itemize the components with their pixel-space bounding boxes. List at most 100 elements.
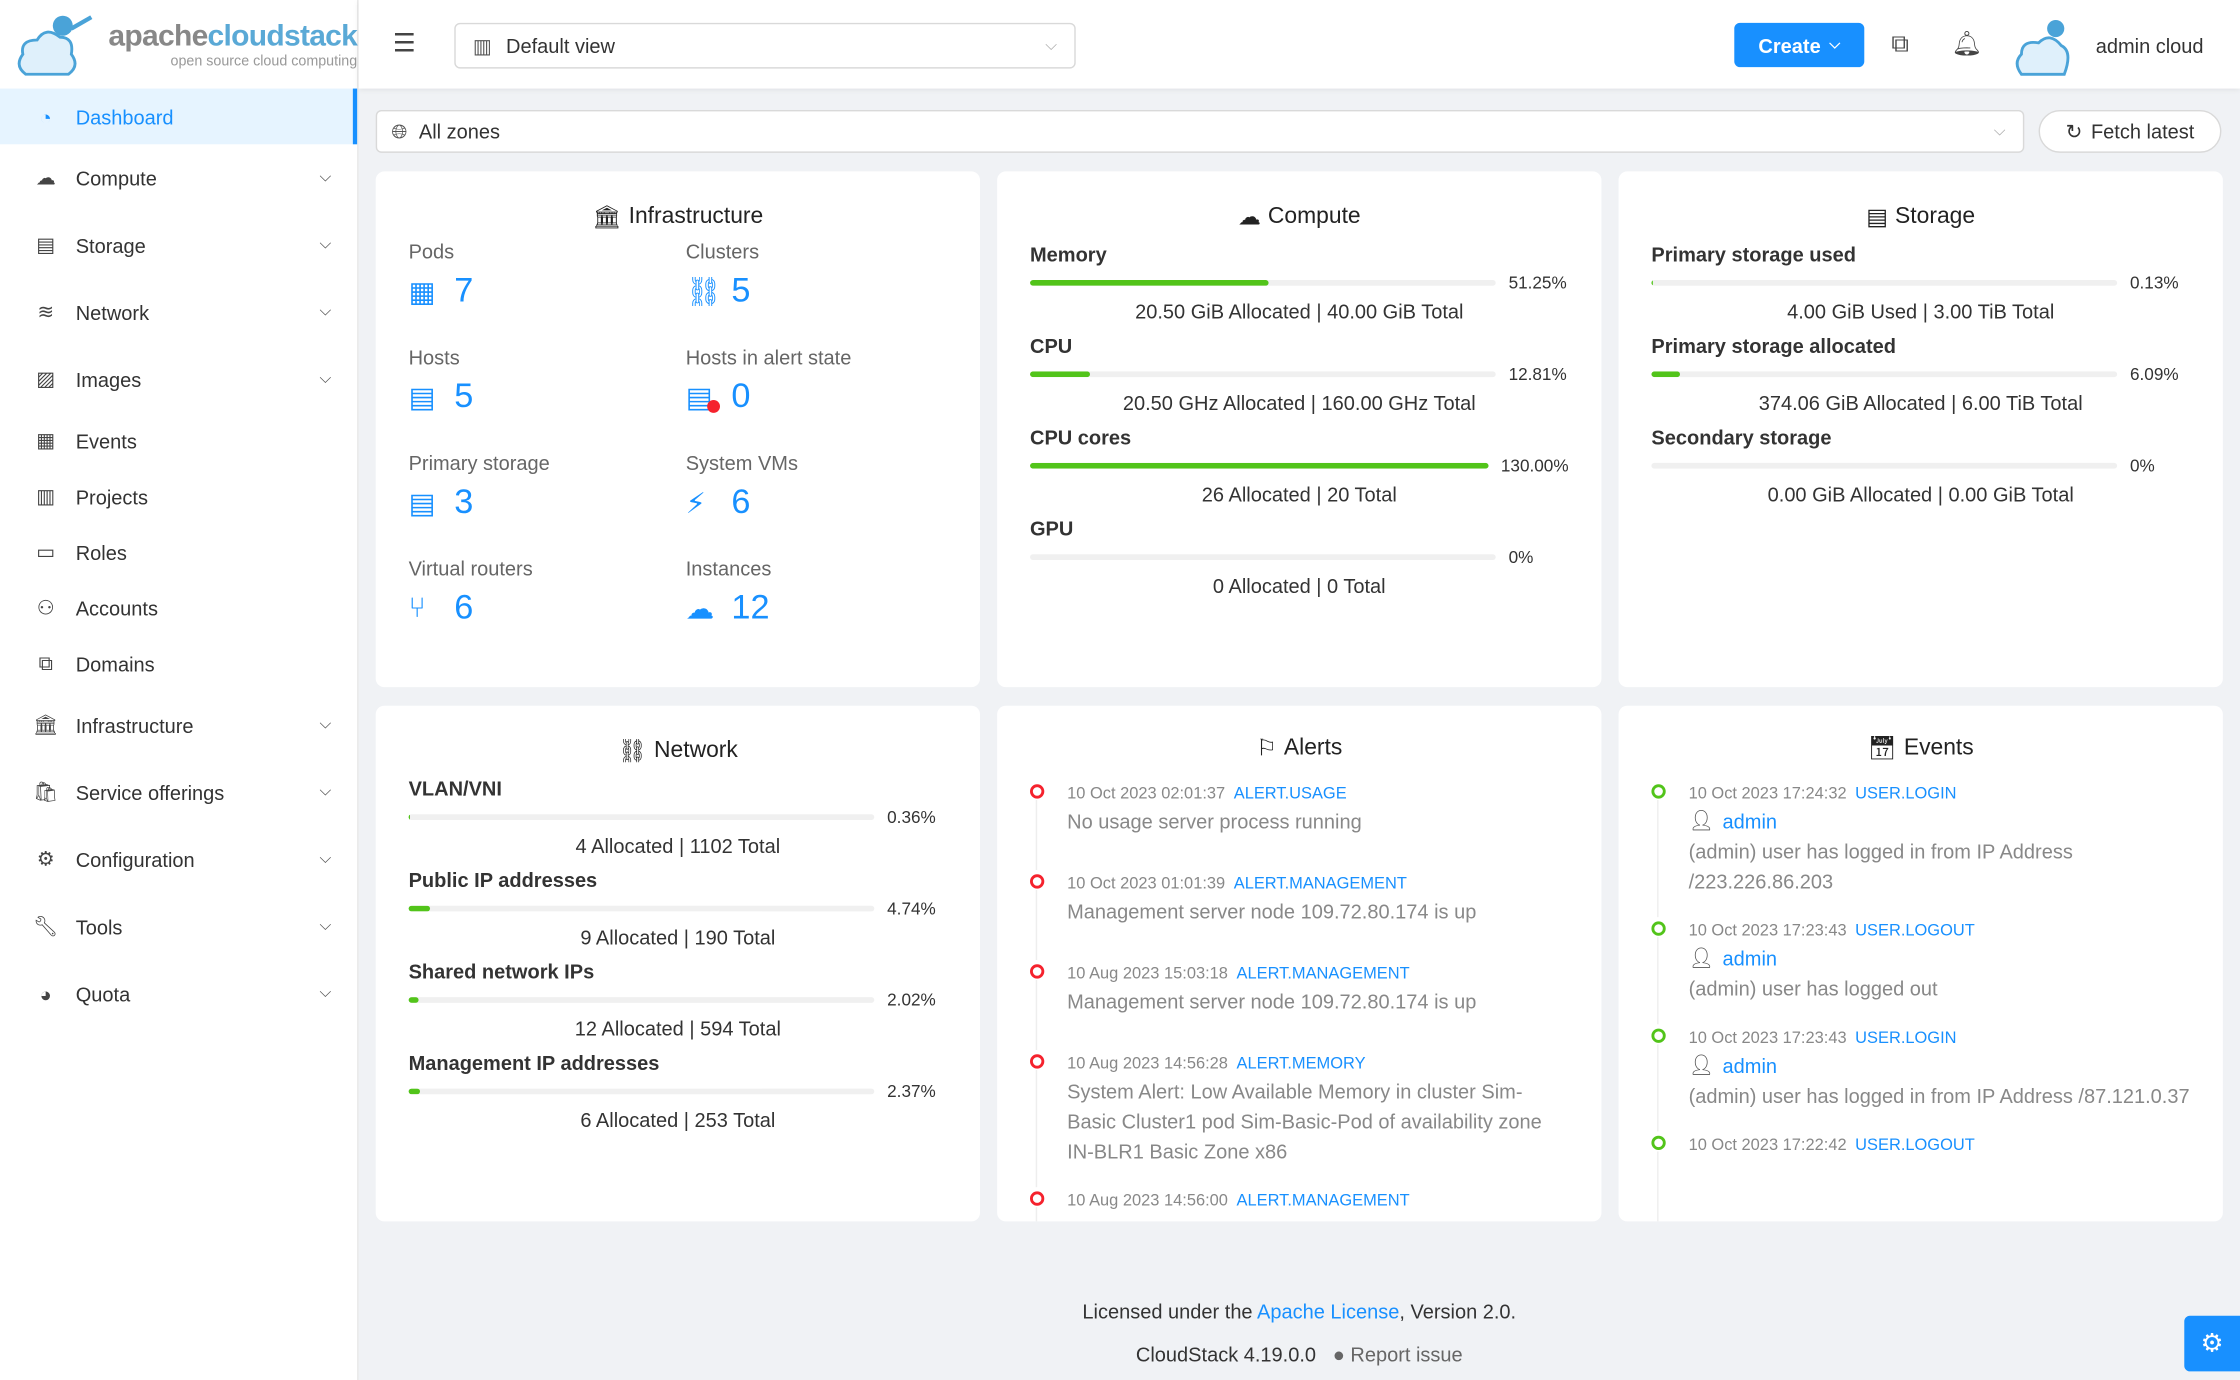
stat-value[interactable]: 6 — [454, 588, 474, 628]
stat-value[interactable]: 3 — [454, 482, 474, 522]
timeline-dot — [1651, 784, 1666, 799]
type-link[interactable]: USER.LOGIN — [1855, 785, 1957, 803]
block-icon: ⧉ — [38, 651, 53, 675]
sidebar-item-roles[interactable]: ▭ Roles — [0, 524, 357, 580]
timeline-line — [1035, 979, 1038, 1050]
sidebar-item-configuration[interactable]: ⚙︎ Configuration ⌵ — [0, 826, 357, 893]
license-text: Licensed under the — [1082, 1299, 1258, 1323]
progress-bar — [408, 814, 875, 820]
infra-stat[interactable]: Pods ▦ 7 — [409, 240, 686, 346]
stat-value[interactable]: 5 — [731, 271, 751, 310]
stat-value[interactable]: 5 — [454, 377, 474, 416]
sidebar-item-label: Configuration — [75, 847, 195, 871]
type-link[interactable]: ALERT.USAGE — [1233, 785, 1347, 803]
sidebar-item-quota[interactable]: ◕ Quota ⌵ — [0, 960, 357, 1027]
instances-icon: ☁︎ — [685, 593, 715, 625]
sidebar-item-service-offerings[interactable]: 🛍︎ Service offerings ⌵ — [0, 759, 357, 826]
user-link[interactable]: admin — [1722, 809, 1778, 833]
pie-chart-icon: ◕ — [39, 982, 52, 1005]
fetch-latest-label: Fetch latest — [2090, 119, 2195, 143]
resource-name: Memory — [1029, 242, 1107, 266]
zone-select[interactable]: 🌐︎ All zones ⌵ — [375, 109, 2025, 153]
sidebar-item-tools[interactable]: 🔧︎ Tools ⌵ — [0, 893, 357, 960]
type-link[interactable]: ALERT.MEMORY — [1236, 1055, 1366, 1073]
sidebar-item-compute[interactable]: ☁︎ Compute ⌵ — [0, 144, 357, 211]
create-button[interactable]: Create ⌵ — [1734, 22, 1865, 68]
sidebar-item-label: Images — [75, 367, 142, 391]
timeline-item: 10 Oct 2023 17:24:32 USER.LOGIN 👤︎ admin (ad… — [1651, 780, 2190, 918]
sidebar-item-dashboard[interactable]: ◔ Dashboard — [0, 88, 358, 145]
database-icon: ▤ — [1866, 205, 1888, 230]
infra-stat[interactable]: Hosts ▤ 5 — [409, 346, 686, 452]
sidebar-item-events[interactable]: ▦ Events — [0, 413, 357, 469]
resource-usage: Secondary storage 0% 0.00 GiB Allocated | … — [1651, 426, 2190, 506]
user-menu[interactable]: admin cloud — [2013, 14, 2204, 77]
chevron-down-icon: ⌵ — [319, 168, 332, 186]
type-link[interactable]: ALERT.MANAGEMENT — [1236, 1192, 1410, 1210]
stat-value[interactable]: 0 — [731, 377, 751, 416]
gear-icon: ⚙︎ — [2200, 1328, 2224, 1358]
sidebar-item-images[interactable]: ▨ Images ⌵ — [0, 346, 357, 413]
fetch-latest-button[interactable]: ↻ Fetch latest — [2038, 109, 2222, 153]
menu-fold-icon[interactable]: ☰ — [392, 28, 416, 58]
project-switch-icon[interactable]: ⧉ — [1891, 29, 1909, 58]
user-link[interactable]: admin — [1722, 1053, 1778, 1077]
description: No usage server process running — [1067, 809, 1362, 833]
resource-name: VLAN/VNI — [408, 777, 502, 800]
license-link[interactable]: Apache License — [1257, 1299, 1400, 1323]
sidebar-item-storage[interactable]: ▤ Storage ⌵ — [0, 211, 357, 278]
stat-value[interactable]: 7 — [454, 271, 474, 310]
infra-stat[interactable]: Primary storage ▤ 3 — [409, 451, 686, 557]
type-link[interactable]: USER.LOGIN — [1855, 1029, 1957, 1048]
infra-stat[interactable]: Hosts in alert state ▤ 0 — [686, 346, 963, 452]
description: (admin) user has logged out — [1688, 977, 1938, 1000]
timeline-dot — [1029, 1054, 1045, 1069]
sidebar-item-label: Network — [75, 300, 150, 324]
resource-name: Primary storage allocated — [1651, 334, 1896, 358]
pods-icon: ▦ — [408, 276, 436, 308]
resource-detail: 374.06 GiB Allocated | 6.00 TiB Total — [1758, 391, 2083, 415]
infra-stat[interactable]: System VMs ⚡︎ 6 — [686, 451, 963, 557]
infra-stat[interactable]: Clusters ⛓︎ 5 — [686, 240, 963, 346]
type-link[interactable]: ALERT.MANAGEMENT — [1236, 965, 1410, 983]
type-link[interactable]: USER.LOGOUT — [1855, 1137, 1975, 1155]
progress-bar — [1029, 279, 1496, 286]
timeline-line — [1035, 1069, 1038, 1188]
tool-icon: 🔧︎ — [33, 914, 59, 938]
progress-fill — [1651, 279, 1653, 286]
timestamp: 10 Oct 2023 17:23:43 — [1688, 922, 1847, 940]
sidebar-item-domains[interactable]: ⧉ Domains — [0, 636, 357, 692]
view-select-value: Default view — [506, 34, 615, 58]
logo[interactable]: apachecloudstack open source cloud compu… — [0, 0, 358, 89]
infra-stat[interactable]: Virtual routers ⑂ 6 — [409, 557, 686, 663]
resource-usage: Management IP addresses 2.37% 6 Allocated … — [408, 1051, 948, 1131]
sidebar-item-accounts[interactable]: ⚇ Accounts — [0, 580, 357, 636]
timeline-item: 10 Oct 2023 17:22:42 USER.LOGOUT — [1651, 1131, 2190, 1222]
sidebar-item-network[interactable]: ≋ Network ⌵ — [0, 279, 357, 346]
timestamp: 10 Aug 2023 14:56:28 — [1067, 1055, 1228, 1073]
sidebar-item-label: Roles — [75, 540, 127, 564]
timeline-line — [1657, 1151, 1659, 1222]
report-issue-link[interactable]: Report issue — [1350, 1342, 1463, 1366]
stat-value[interactable]: 6 — [731, 482, 751, 522]
setting-icon: ⚙︎ — [36, 847, 55, 870]
resource-detail: 20.50 GiB Allocated | 40.00 GiB Total — [1135, 299, 1464, 323]
resource-detail: 0.00 GiB Allocated | 0.00 GiB Total — [1767, 482, 2074, 506]
timeline-item: 10 Oct 2023 01:01:39 ALERT.MANAGEMENT Mana… — [1029, 870, 1569, 960]
chevron-down-icon: ⌵ — [1045, 36, 1058, 54]
chevron-down-icon: ⌵ — [319, 235, 332, 253]
infra-stat[interactable]: Instances ☁︎ 12 — [686, 557, 963, 663]
type-link[interactable]: ALERT.MANAGEMENT — [1233, 875, 1407, 893]
sidebar-item-projects[interactable]: ▥ Projects — [0, 469, 357, 525]
bell-icon[interactable]: 🔔︎ — [1951, 29, 1983, 58]
stat-value[interactable]: 12 — [731, 588, 770, 628]
description: (admin) user has logged in from IP Addre… — [1688, 1084, 2190, 1108]
settings-button[interactable]: ⚙︎ — [2184, 1315, 2240, 1372]
view-select[interactable]: ▥ Default view ⌵ — [454, 22, 1076, 69]
type-link[interactable]: USER.LOGOUT — [1855, 922, 1975, 940]
host-icon: ▤ — [408, 382, 436, 414]
timeline-line — [1657, 799, 1659, 918]
card-title: Events — [1903, 735, 1974, 760]
sidebar-item-infrastructure[interactable]: 🏛︎ Infrastructure ⌵ — [0, 691, 357, 758]
user-link[interactable]: admin — [1722, 946, 1778, 970]
